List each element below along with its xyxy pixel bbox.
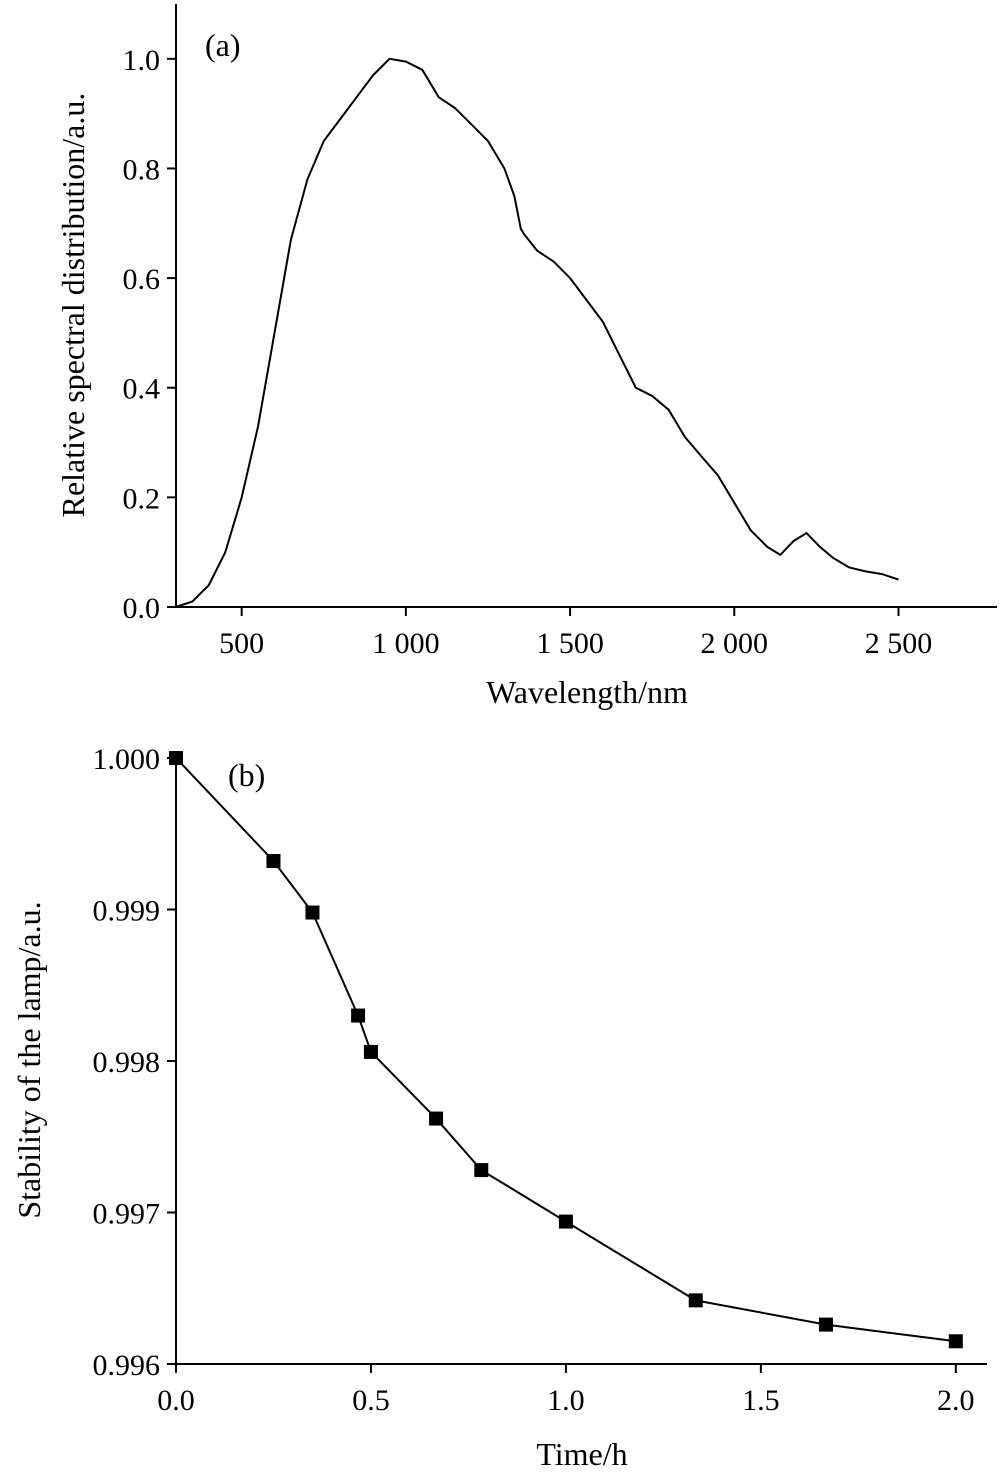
panel-b-y-tick-label: 0.999 xyxy=(93,895,161,928)
panel-b-series-line xyxy=(175,757,956,1343)
panel-a-x-tick-label: 1 500 xyxy=(536,627,604,660)
panel-a-y-tick-label: 0.0 xyxy=(123,592,161,625)
panel-b-x-tick-label: 0.5 xyxy=(352,1384,390,1417)
panel-b-data-point xyxy=(351,1008,366,1023)
panel-b-ticks: 0.0 0.5 1.0 1.5 2.0 0.996 0.997 0.998 0.999 1.000 xyxy=(93,743,975,1417)
panel-b-plot-area xyxy=(169,751,963,1349)
panel-b-data-point xyxy=(305,905,320,920)
panel-b-data-point xyxy=(688,1293,703,1308)
panel-a-x-tick-label: 1 000 xyxy=(372,627,440,660)
panel-a-y-tick-label: 0.8 xyxy=(123,153,161,186)
panel-a-x-axis-title: Wavelength/nm xyxy=(486,674,688,710)
panel-b-x-axis-title: Time/h xyxy=(536,1436,627,1472)
panel-a-x-tick-label: 2 500 xyxy=(865,627,933,660)
panel-b-data-point xyxy=(948,1334,963,1349)
panel-b-data-point xyxy=(169,751,183,765)
panel-b-x-tick-label: 0.0 xyxy=(157,1384,195,1417)
panel-a-spectral-chart: 500 1 000 1 500 2 000 2 500 0.0 0.2 0.4 0.6 0.8 1.… xyxy=(55,4,997,710)
panel-b-y-axis-title: Stability of the lamp/a.u. xyxy=(11,901,47,1218)
panel-b-data-point xyxy=(474,1163,489,1178)
panel-b-stability-chart: 0.0 0.5 1.0 1.5 2.0 0.996 0.997 0.998 0.999 1.000… xyxy=(11,743,987,1472)
panel-a-x-tick-label: 500 xyxy=(219,627,264,660)
panel-a-plot-area xyxy=(175,57,899,608)
panel-a-y-tick-label: 0.4 xyxy=(123,373,161,406)
panel-b-data-point xyxy=(429,1111,444,1126)
panel-a-y-tick-label: 0.2 xyxy=(123,482,161,515)
panel-a-label: (a) xyxy=(205,27,241,63)
panel-a-y-tick-label: 1.0 xyxy=(123,44,161,77)
panel-b-label: (b) xyxy=(228,757,265,793)
panel-b-y-tick-label: 0.996 xyxy=(93,1349,161,1382)
panel-a-ticks: 500 1 000 1 500 2 000 2 500 0.0 0.2 0.4 0.6 0.8 1.… xyxy=(123,44,933,660)
panel-b-y-tick-label: 1.000 xyxy=(93,743,161,776)
panel-b-data-point xyxy=(818,1317,833,1332)
panel-a-series-line xyxy=(175,57,899,608)
panel-b-x-tick-label: 2.0 xyxy=(937,1384,975,1417)
panel-a-x-tick-label: 2 000 xyxy=(701,627,769,660)
panel-b-data-point xyxy=(558,1214,573,1229)
panel-b-x-tick-label: 1.5 xyxy=(742,1384,780,1417)
panel-b-data-point xyxy=(363,1044,378,1059)
panel-b-y-tick-label: 0.998 xyxy=(93,1046,161,1079)
panel-b-data-point xyxy=(266,854,281,869)
panel-b-y-tick-label: 0.997 xyxy=(93,1198,161,1231)
panel-a-y-axis-title: Relative spectral distribution/a.u. xyxy=(55,93,91,518)
panel-a-y-tick-label: 0.6 xyxy=(123,263,161,296)
panel-b-x-tick-label: 1.0 xyxy=(547,1384,585,1417)
